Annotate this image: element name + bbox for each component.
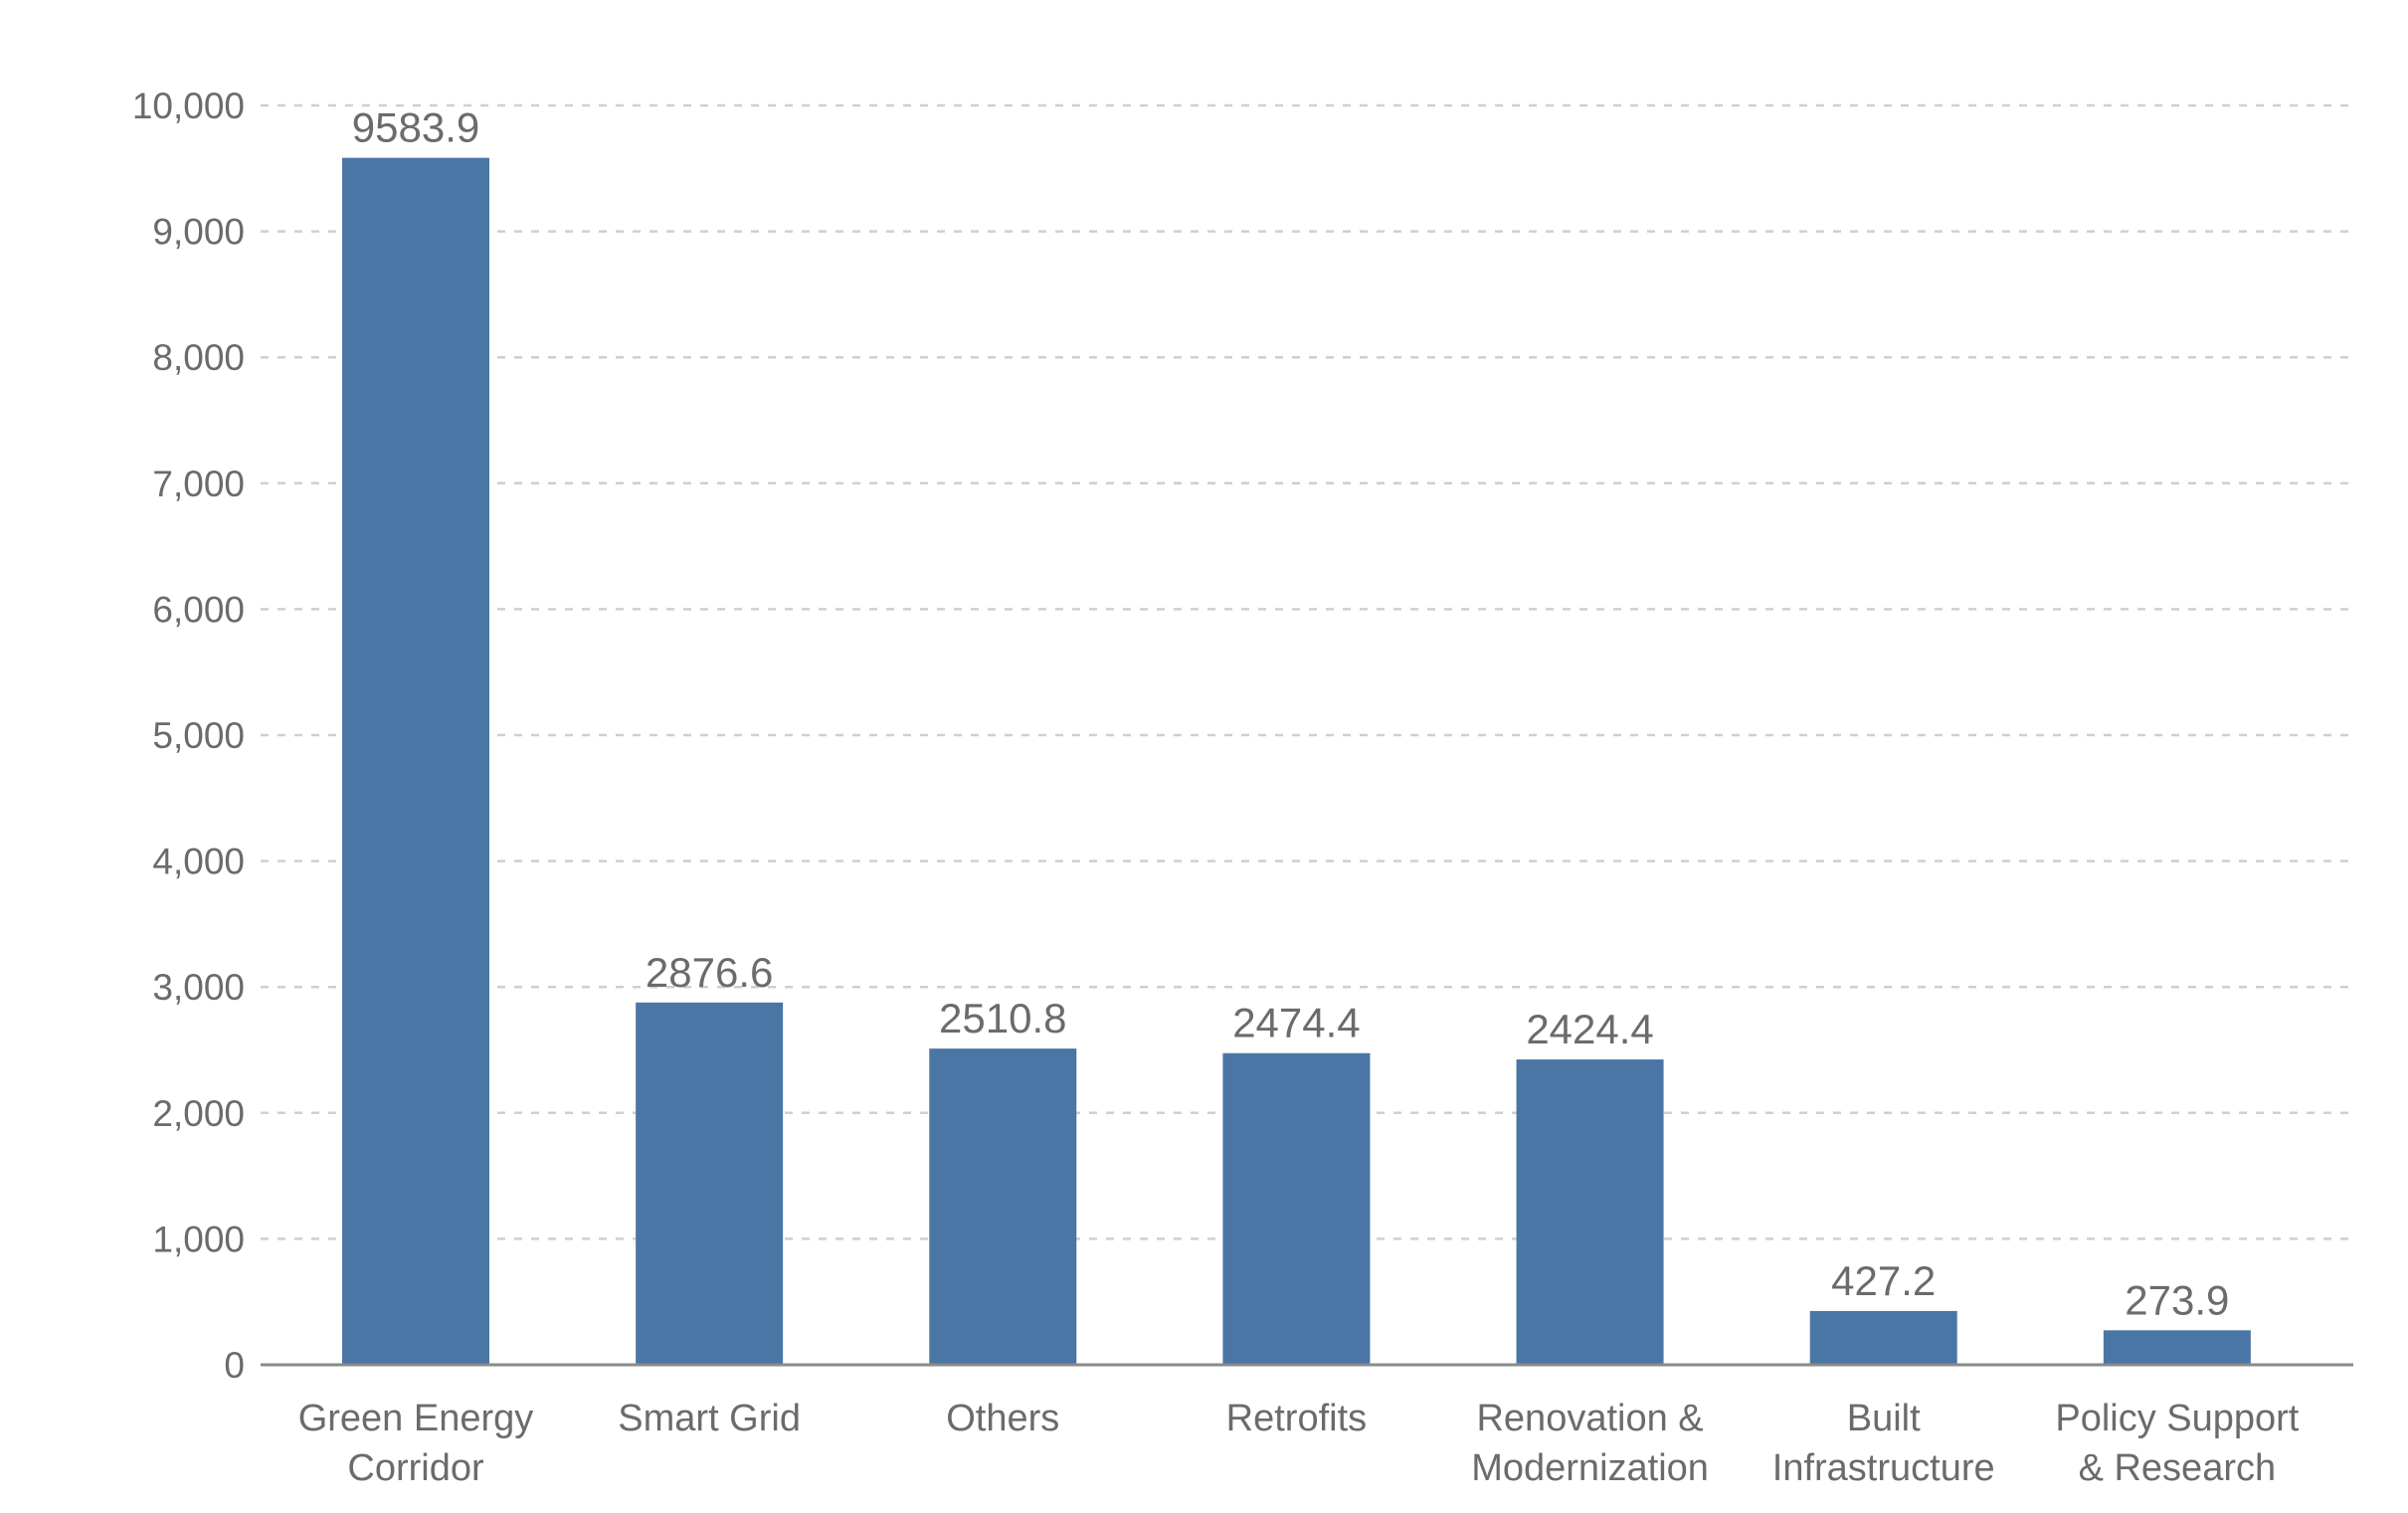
x-tick-label: Policy Support	[2055, 1398, 2299, 1439]
y-tick-label: 2,000	[152, 1093, 245, 1134]
data-label: 427.2	[1831, 1257, 1936, 1304]
x-tick-label: Corridor	[347, 1447, 484, 1489]
y-tick-label: 10,000	[132, 86, 245, 126]
data-label: 2474.4	[1232, 1000, 1360, 1046]
x-tick-label: Retrofits	[1226, 1398, 1367, 1439]
bar	[1516, 1059, 1664, 1365]
y-tick-label: 8,000	[152, 337, 245, 378]
y-tick-label: 9,000	[152, 212, 245, 253]
y-tick-label: 7,000	[152, 464, 245, 504]
bar	[342, 157, 489, 1366]
bar	[929, 1048, 1077, 1365]
data-label: 273.9	[2125, 1276, 2229, 1323]
y-tick-label: 4,000	[152, 842, 245, 882]
x-tick-label: & Research	[2079, 1447, 2277, 1489]
data-label: 2876.6	[646, 949, 773, 996]
x-tick-label: Built	[1847, 1398, 1921, 1439]
y-tick-label: 3,000	[152, 967, 245, 1008]
bars	[342, 157, 2251, 1366]
bar	[1222, 1052, 1371, 1365]
data-label: 9583.9	[352, 104, 479, 151]
bar	[1809, 1310, 1957, 1365]
y-tick-label: 5,000	[152, 715, 245, 756]
x-tick-label: Green Energy	[298, 1398, 534, 1439]
bar	[636, 1002, 784, 1365]
x-tick-label: Renovation &	[1476, 1398, 1703, 1439]
x-tick-label: Modernization	[1471, 1447, 1709, 1489]
bar	[2103, 1330, 2251, 1365]
labels: 0 1,000 2,000 3,000 4,000 5,000 6,000 7,000 8,00…	[132, 86, 2300, 1489]
y-tick-label: 0	[224, 1345, 245, 1386]
x-tick-label: Infrastructure	[1772, 1447, 1995, 1489]
y-tick-label: 1,000	[152, 1219, 245, 1259]
data-label: 2510.8	[939, 995, 1066, 1041]
x-tick-label: Smart Grid	[618, 1398, 801, 1439]
x-tick-label: Others	[946, 1398, 1059, 1439]
y-tick-label: 6,000	[152, 589, 245, 630]
gridlines	[261, 103, 2353, 1240]
data-label: 2424.4	[1526, 1006, 1653, 1052]
